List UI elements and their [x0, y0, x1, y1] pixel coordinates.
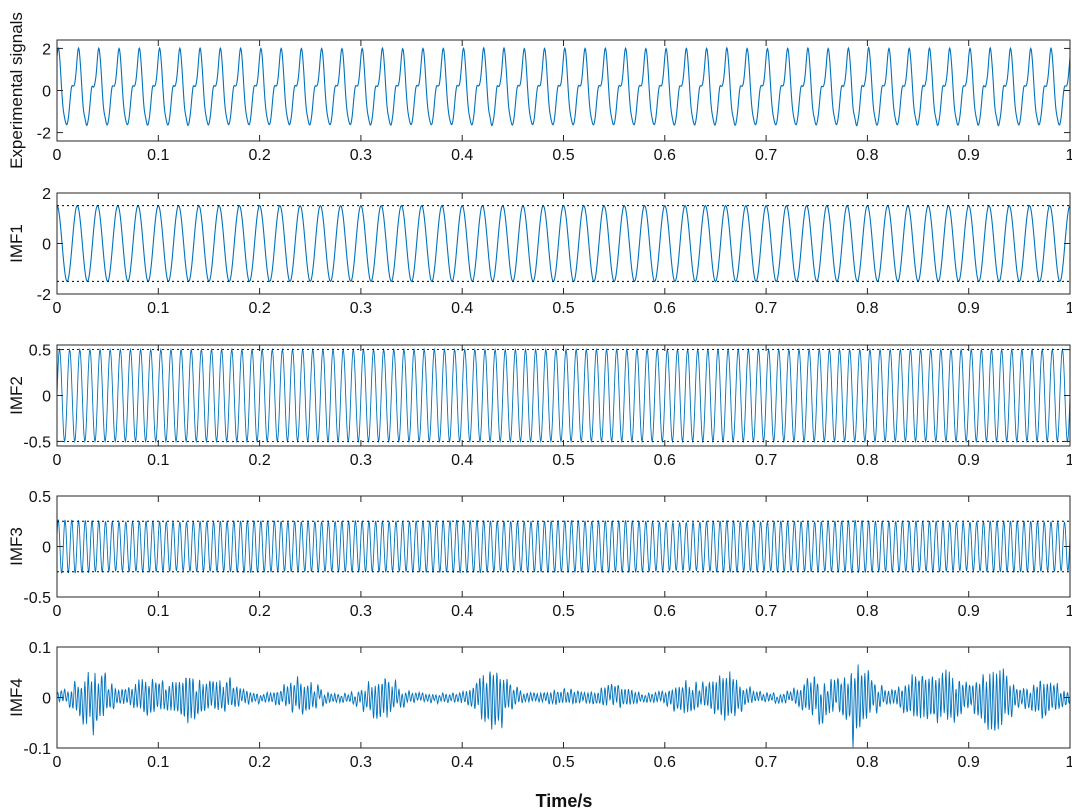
subplot-1: 0 0.1 0.2 0.3 0.4 0.5 0.6 0.7 0.8 0.9 120-2Experim…: [7, 12, 1072, 169]
x-tick-label: 0.7: [755, 603, 777, 620]
signal-line: [57, 664, 1070, 748]
x-tick-label: 0.2: [248, 147, 270, 164]
x-tick-label: 0.3: [350, 754, 372, 771]
signal-line: [57, 347, 1070, 444]
x-tick-label: 1: [1066, 603, 1072, 620]
x-tick-label: 0.2: [248, 300, 270, 317]
x-tick-label: 0: [53, 603, 62, 620]
x-tick-label: 0.7: [755, 300, 777, 317]
y-tick-label: 0.5: [29, 489, 51, 506]
y-tick-label: 0: [42, 84, 51, 101]
signal-line: [57, 519, 1070, 574]
y-tick-label: 0.1: [29, 640, 51, 657]
axes-box: [56, 192, 1071, 295]
x-tick-label: 0.6: [654, 300, 676, 317]
signal-line: [57, 46, 1070, 127]
x-tick-label: 0.4: [451, 603, 473, 620]
x-tick-label: 0.1: [147, 603, 169, 620]
x-tick-label: 0.9: [958, 300, 980, 317]
x-tick-label: 0.8: [856, 754, 878, 771]
x-tick-label: 0.7: [755, 754, 777, 771]
x-tick-label: 1: [1066, 754, 1072, 771]
x-tick-label: 0.4: [451, 300, 473, 317]
x-tick-label: 0.5: [552, 147, 574, 164]
x-tick-label: 0.5: [552, 452, 574, 469]
x-tick-label: 0.1: [147, 300, 169, 317]
y-tick-label: -2: [37, 126, 51, 143]
x-tick-label: 0.1: [147, 754, 169, 771]
x-tick-label: 0.3: [350, 452, 372, 469]
signal-line: [57, 204, 1070, 283]
x-tick-label: 0.5: [552, 754, 574, 771]
x-axis-label: Time/s: [536, 791, 593, 811]
x-tick-label: 0.9: [958, 147, 980, 164]
subplot-5: 0 0.1 0.2 0.3 0.4 0.5 0.6 0.7 0.8 0.9 10.10-0.1IMF…: [7, 640, 1072, 771]
y-tick-label: -2: [37, 287, 51, 304]
x-tick-label: 0.6: [654, 147, 676, 164]
y-axis-label: IMF2: [7, 376, 26, 415]
y-tick-label: 0: [42, 389, 51, 406]
x-tick-label: 0.7: [755, 452, 777, 469]
x-tick-label: 0.2: [248, 603, 270, 620]
x-tick-label: 0.3: [350, 300, 372, 317]
x-tick-label: 0.2: [248, 754, 270, 771]
x-tick-label: 0: [53, 147, 62, 164]
x-tick-label: 1: [1066, 300, 1072, 317]
x-tick-label: 0: [53, 754, 62, 771]
x-tick-label: 0.6: [654, 754, 676, 771]
x-tick-label: 0.8: [856, 300, 878, 317]
y-axis-label: Experimental signals: [7, 12, 26, 169]
x-tick-label: 0.2: [248, 452, 270, 469]
y-tick-label: -0.5: [23, 434, 51, 451]
x-tick-label: 0.7: [755, 147, 777, 164]
y-tick-label: 0: [42, 691, 51, 708]
x-tick-label: 0.6: [654, 452, 676, 469]
x-tick-label: 0.8: [856, 147, 878, 164]
x-tick-label: 0.1: [147, 452, 169, 469]
y-tick-label: -0.5: [23, 590, 51, 607]
y-tick-label: 0.5: [29, 343, 51, 360]
x-tick-label: 0.3: [350, 147, 372, 164]
x-tick-label: 0.5: [552, 603, 574, 620]
x-tick-label: 0.4: [451, 452, 473, 469]
subplot-3: 0 0.1 0.2 0.3 0.4 0.5 0.6 0.7 0.8 0.9 10.50-0.5IMF…: [7, 343, 1072, 469]
x-tick-label: 0: [53, 300, 62, 317]
x-tick-label: 0.9: [958, 603, 980, 620]
x-tick-label: 0.5: [552, 300, 574, 317]
x-tick-label: 0.4: [451, 754, 473, 771]
x-tick-label: 1: [1066, 147, 1072, 164]
x-tick-label: 0.3: [350, 603, 372, 620]
x-tick-label: 0.1: [147, 147, 169, 164]
y-tick-label: 0: [42, 237, 51, 254]
y-axis-label: IMF4: [7, 678, 26, 717]
x-tick-label: 0.8: [856, 603, 878, 620]
y-tick-label: 0: [42, 540, 51, 557]
y-tick-label: -0.1: [23, 741, 51, 758]
y-axis-label: IMF1: [7, 224, 26, 263]
x-tick-label: 0: [53, 452, 62, 469]
subplot-stack: 0 0.1 0.2 0.3 0.4 0.5 0.6 0.7 0.8 0.9 120-2Experim…: [7, 12, 1072, 771]
y-axis-label: IMF3: [7, 527, 26, 566]
x-tick-label: 0.4: [451, 147, 473, 164]
y-tick-label: 2: [42, 186, 51, 203]
x-tick-label: 0.6: [654, 603, 676, 620]
x-tick-label: 1: [1066, 452, 1072, 469]
x-tick-label: 0.9: [958, 754, 980, 771]
x-tick-label: 0.9: [958, 452, 980, 469]
y-tick-label: 2: [42, 41, 51, 58]
subplot-4: 0 0.1 0.2 0.3 0.4 0.5 0.6 0.7 0.8 0.9 10.50-0.5IMF…: [7, 489, 1072, 620]
x-tick-label: 0.8: [856, 452, 878, 469]
